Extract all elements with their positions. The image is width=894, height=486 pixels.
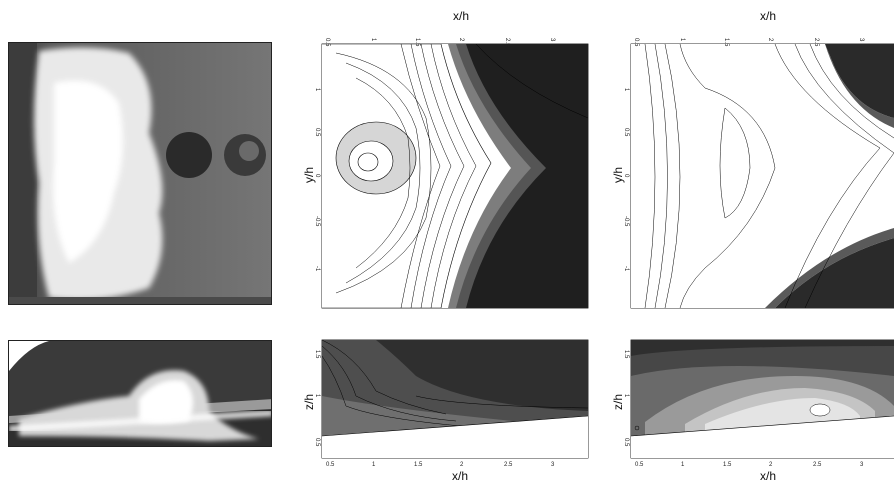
top-photo-image	[9, 43, 271, 304]
svg-text:1: 1	[679, 38, 685, 42]
mid-bot-xlabel: x/h	[452, 469, 469, 483]
side-photo-image	[9, 341, 271, 446]
svg-text:3: 3	[549, 38, 555, 42]
svg-text:0.5: 0.5	[625, 128, 629, 137]
svg-text:2.5: 2.5	[504, 38, 510, 47]
contour-plot-top-middle: 0.5 1 1.5 2 2.5 3 1 0.5 0 -0.5 -1	[316, 38, 589, 309]
right-bot-xlabel: x/h	[760, 469, 777, 483]
svg-text:0: 0	[316, 174, 320, 178]
top-right-ticks: 0.5 1 1.5 2 2.5 3 1 0.5 0 -0.5 -1	[625, 38, 864, 272]
svg-text:1: 1	[681, 462, 685, 468]
svg-text:-1: -1	[316, 266, 320, 272]
svg-text:3: 3	[860, 462, 864, 468]
svg-text:-0.5: -0.5	[316, 216, 320, 227]
svg-text:3: 3	[551, 462, 555, 468]
svg-text:1: 1	[316, 88, 320, 92]
svg-text:2.5: 2.5	[504, 462, 513, 468]
mid-top-ylabel: y/h	[302, 166, 317, 184]
svg-text:0.5: 0.5	[635, 462, 644, 468]
top-photo	[8, 42, 272, 305]
svg-text:2: 2	[458, 38, 464, 42]
svg-text:2: 2	[767, 38, 773, 42]
bottom-middle-ticks: 0.5 1 1.5 2 2.5 3 1.5 1 0.5	[316, 350, 555, 468]
mid-bot-ylabel: z/h	[302, 393, 317, 411]
svg-text:1.5: 1.5	[414, 462, 423, 468]
contour-plot-bottom-middle: 0.5 1 1.5 2 2.5 3 1.5 1 0.5	[316, 339, 589, 468]
svg-text:1: 1	[372, 462, 376, 468]
disk-left-icon	[166, 132, 212, 178]
svg-text:0.5: 0.5	[625, 438, 629, 447]
svg-text:0.5: 0.5	[316, 128, 320, 137]
top-middle-ticks: 0.5 1 1.5 2 2.5 3 1 0.5 0 -0.5 -1	[316, 38, 555, 272]
svg-text:1.5: 1.5	[625, 350, 629, 359]
side-photo	[8, 340, 272, 447]
svg-text:2: 2	[460, 462, 464, 468]
contour-plot-top-right: 0.5 1 1.5 2 2.5 3 1 0.5 0 -0.5 -1	[625, 38, 894, 309]
svg-text:1.5: 1.5	[414, 38, 420, 47]
svg-text:2.5: 2.5	[813, 38, 819, 47]
svg-text:2.5: 2.5	[813, 462, 822, 468]
svg-text:1.5: 1.5	[723, 38, 729, 47]
svg-text:0: 0	[625, 174, 629, 178]
svg-text:1.5: 1.5	[316, 350, 320, 359]
svg-text:1: 1	[370, 38, 376, 42]
svg-text:-0.5: -0.5	[625, 216, 629, 227]
svg-text:0.5: 0.5	[316, 438, 320, 447]
right-top-xlabel: x/h	[760, 9, 777, 23]
svg-text:1: 1	[316, 394, 320, 398]
bottom-right-ticks: 0.5 1 1.5 2 2.5 3 1.5 1 0.5	[625, 350, 864, 468]
svg-text:0.5: 0.5	[326, 462, 335, 468]
svg-text:0.5: 0.5	[324, 38, 330, 47]
svg-text:3: 3	[858, 38, 864, 42]
right-top-ylabel: y/h	[611, 166, 626, 184]
svg-text:1: 1	[625, 88, 629, 92]
svg-text:1.5: 1.5	[723, 462, 732, 468]
svg-text:0.5: 0.5	[633, 38, 639, 47]
contour-plot-bottom-right: 0.5 1 1.5 2 2.5 3 1.5 1 0.5	[625, 339, 894, 468]
svg-text:1: 1	[625, 394, 629, 398]
mid-top-xlabel: x/h	[453, 9, 470, 23]
right-bot-ylabel: z/h	[611, 393, 626, 411]
svg-text:-1: -1	[625, 266, 629, 272]
svg-text:2: 2	[769, 462, 773, 468]
